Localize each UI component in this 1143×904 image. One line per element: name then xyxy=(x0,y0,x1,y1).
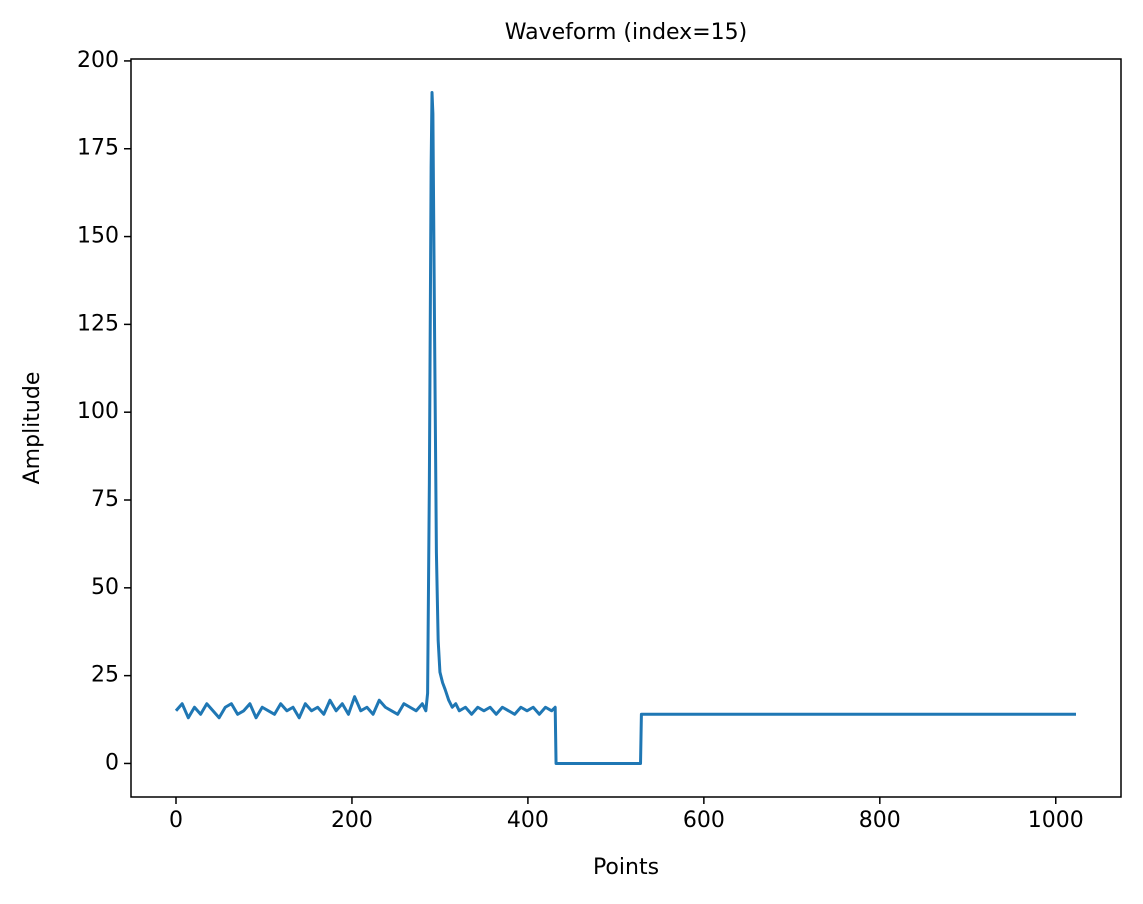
y-tick-label: 100 xyxy=(77,399,119,424)
y-tick-label: 200 xyxy=(77,48,119,73)
y-tick-label: 125 xyxy=(77,311,119,336)
x-axis-label: Points xyxy=(593,855,659,880)
y-axis-label: Amplitude xyxy=(20,372,45,485)
y-tick-label: 150 xyxy=(77,224,119,249)
x-tick-label: 1000 xyxy=(1028,808,1084,833)
y-tick-label: 50 xyxy=(91,575,119,600)
x-tick-label: 800 xyxy=(859,808,901,833)
x-tick-label: 200 xyxy=(331,808,373,833)
y-tick-label: 175 xyxy=(77,136,119,161)
y-tick-label: 0 xyxy=(105,750,119,775)
x-tick-label: 0 xyxy=(169,808,183,833)
x-tick-label: 600 xyxy=(683,808,725,833)
line-series xyxy=(174,91,1076,765)
y-tick-label: 75 xyxy=(91,487,119,512)
chart-title: Waveform (index=15) xyxy=(505,20,747,45)
plot-frame xyxy=(130,58,1122,798)
x-tick-label: 400 xyxy=(507,808,549,833)
y-tick-label: 25 xyxy=(91,663,119,688)
